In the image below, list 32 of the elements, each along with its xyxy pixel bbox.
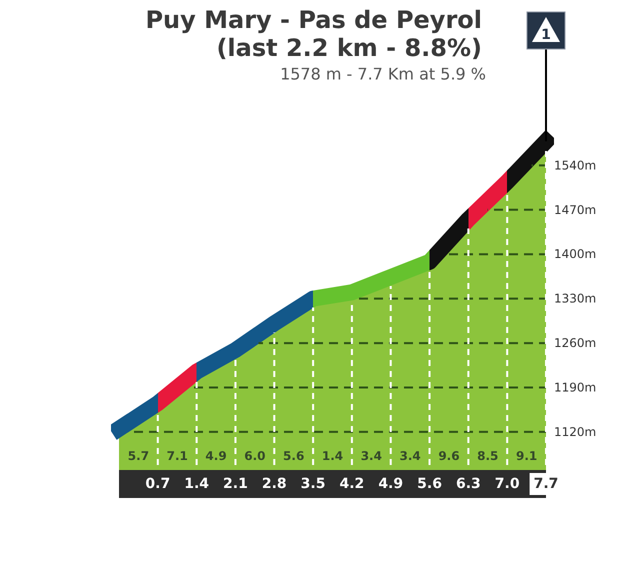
y-tick-label: 1540m [554,158,596,172]
x-tick-label: 0.7 [145,476,170,492]
annotation: 8.5 [477,449,498,463]
y-tick-label: 1120m [554,424,596,439]
x-tick-label: 6.3 [456,476,481,492]
annotation: 9.6 [438,449,460,463]
x-tick-label: 7.7 [534,476,558,492]
annotation: 6.0 [244,449,266,463]
annotation: 4.9 [205,449,227,463]
y-tick-label: 1330m [554,292,596,306]
x-tick-label: 2.1 [223,476,248,492]
y-tick-label: 1190m [554,380,596,394]
x-tick-label: 3.5 [300,476,326,492]
y-tick-label: 1260m [554,336,596,350]
chart-title: Puy Mary - Pas de Peyrol (last 2.2 km - 8.8%) [145,6,482,62]
x-tick-label: 4.9 [378,476,404,492]
annotation: 5.7 [128,449,150,463]
x-tick-label: 4.2 [340,476,364,492]
x-tick-label: 2.8 [262,476,287,492]
annotation: 5.6 [283,449,304,463]
annotation: 3.4 [400,449,421,463]
x-tick-label: 7.0 [494,476,520,492]
annotation: 1 [541,27,551,43]
x-tick-label: 5.6 [417,476,442,492]
y-tick-label: 1470m [554,202,596,217]
chart-subtitle: 1578 m - 7.7 Km at 5.9 % [280,64,486,84]
annotation: 1.4 [322,449,344,463]
annotation: 7.1 [166,449,188,463]
x-tick-label: 1.4 [184,476,210,492]
y-tick-label: 1400m [554,247,596,262]
annotation: 9.1 [516,449,538,463]
annotation: 3.4 [360,449,382,463]
